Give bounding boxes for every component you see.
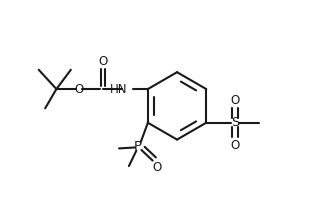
Text: O: O <box>98 55 108 68</box>
Text: O: O <box>231 139 240 152</box>
Text: O: O <box>231 94 240 107</box>
Text: O: O <box>152 161 161 174</box>
Text: HN: HN <box>109 83 127 95</box>
Text: P: P <box>134 140 142 153</box>
Text: S: S <box>231 116 239 129</box>
Text: O: O <box>74 83 83 95</box>
